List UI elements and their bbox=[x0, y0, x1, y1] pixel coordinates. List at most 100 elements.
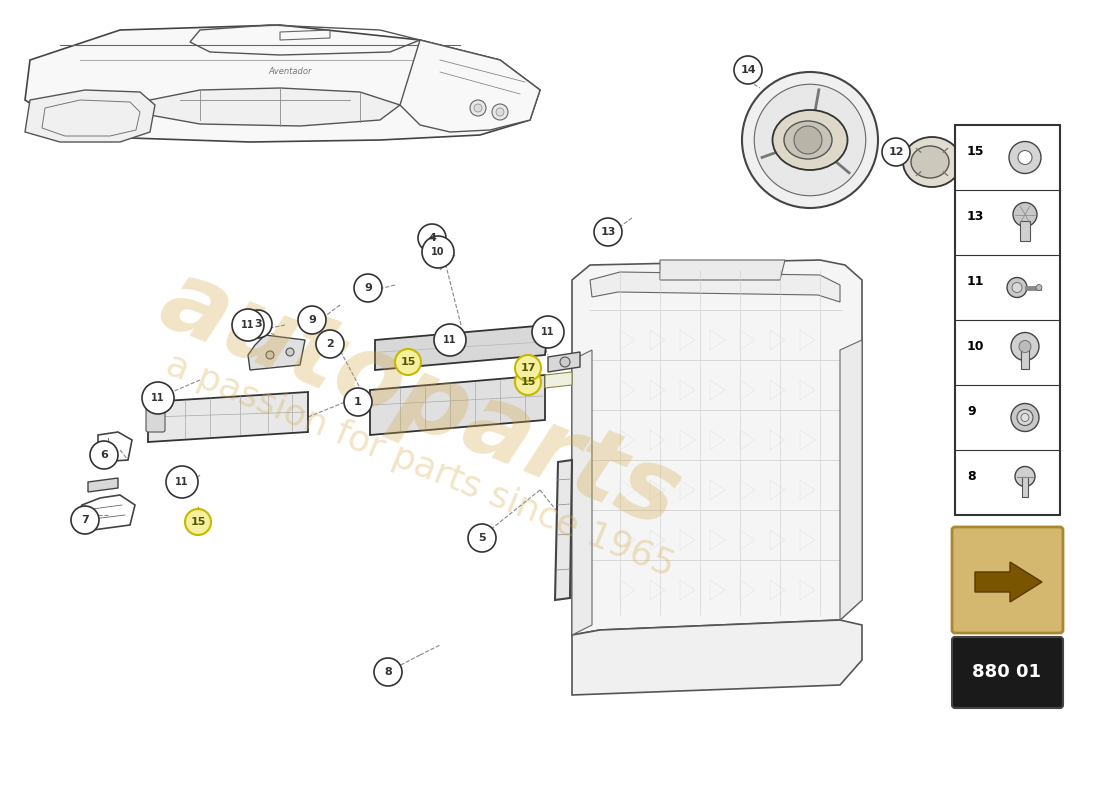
Circle shape bbox=[286, 348, 294, 356]
Circle shape bbox=[232, 309, 264, 341]
Circle shape bbox=[1011, 403, 1040, 431]
Circle shape bbox=[298, 306, 326, 334]
Text: 880 01: 880 01 bbox=[972, 663, 1042, 681]
Circle shape bbox=[515, 369, 541, 395]
Circle shape bbox=[1015, 466, 1035, 486]
Circle shape bbox=[434, 324, 466, 356]
Circle shape bbox=[794, 126, 822, 154]
Text: 2: 2 bbox=[326, 339, 334, 349]
Polygon shape bbox=[590, 272, 840, 302]
Text: autoparts: autoparts bbox=[146, 252, 694, 548]
Circle shape bbox=[185, 509, 211, 535]
Circle shape bbox=[1013, 202, 1037, 226]
Text: a passion for parts since 1965: a passion for parts since 1965 bbox=[161, 347, 679, 583]
Text: 9: 9 bbox=[364, 283, 372, 293]
Text: 10: 10 bbox=[431, 247, 444, 257]
Polygon shape bbox=[25, 90, 155, 142]
Circle shape bbox=[1036, 285, 1042, 290]
Ellipse shape bbox=[772, 110, 847, 170]
Circle shape bbox=[492, 104, 508, 120]
Text: 15: 15 bbox=[190, 517, 206, 527]
Text: 17: 17 bbox=[520, 363, 536, 373]
Circle shape bbox=[374, 658, 401, 686]
Polygon shape bbox=[148, 392, 308, 442]
FancyBboxPatch shape bbox=[1020, 221, 1030, 241]
Circle shape bbox=[418, 224, 446, 252]
FancyBboxPatch shape bbox=[955, 125, 1060, 515]
Circle shape bbox=[166, 466, 198, 498]
Polygon shape bbox=[975, 562, 1042, 602]
Circle shape bbox=[734, 56, 762, 84]
Text: 4: 4 bbox=[428, 233, 436, 243]
Polygon shape bbox=[548, 352, 580, 372]
FancyBboxPatch shape bbox=[1021, 346, 1028, 369]
Text: 11: 11 bbox=[967, 275, 984, 288]
Text: 13: 13 bbox=[601, 227, 616, 237]
Text: 15: 15 bbox=[967, 145, 984, 158]
Circle shape bbox=[90, 441, 118, 469]
Text: 11: 11 bbox=[443, 335, 456, 345]
Circle shape bbox=[1009, 142, 1041, 174]
Text: 14: 14 bbox=[740, 65, 756, 75]
Text: 3: 3 bbox=[254, 319, 262, 329]
Polygon shape bbox=[556, 460, 572, 600]
Circle shape bbox=[1021, 414, 1028, 422]
Circle shape bbox=[594, 218, 621, 246]
Ellipse shape bbox=[784, 121, 832, 159]
Circle shape bbox=[316, 330, 344, 358]
Polygon shape bbox=[400, 40, 540, 132]
Text: 8: 8 bbox=[384, 667, 392, 677]
Circle shape bbox=[1018, 410, 1033, 426]
Circle shape bbox=[344, 388, 372, 416]
Polygon shape bbox=[150, 88, 400, 126]
Circle shape bbox=[474, 104, 482, 112]
Circle shape bbox=[742, 72, 878, 208]
Polygon shape bbox=[660, 260, 785, 280]
Text: 11: 11 bbox=[175, 477, 189, 487]
Circle shape bbox=[1006, 278, 1027, 298]
Text: 9: 9 bbox=[967, 405, 976, 418]
Text: 11: 11 bbox=[241, 320, 255, 330]
Circle shape bbox=[532, 316, 564, 348]
Text: Aventador: Aventador bbox=[268, 67, 311, 77]
Polygon shape bbox=[572, 350, 592, 635]
Text: 13: 13 bbox=[967, 210, 984, 223]
Circle shape bbox=[1018, 150, 1032, 165]
Text: 11: 11 bbox=[541, 327, 554, 337]
Text: 9: 9 bbox=[308, 315, 316, 325]
Circle shape bbox=[1011, 333, 1040, 361]
Polygon shape bbox=[25, 25, 540, 142]
Polygon shape bbox=[572, 260, 862, 635]
Text: 10: 10 bbox=[967, 340, 984, 353]
Circle shape bbox=[496, 108, 504, 116]
FancyBboxPatch shape bbox=[146, 408, 165, 432]
Polygon shape bbox=[535, 322, 548, 340]
FancyBboxPatch shape bbox=[952, 527, 1063, 633]
Text: 1: 1 bbox=[354, 397, 362, 407]
Circle shape bbox=[244, 310, 272, 338]
Circle shape bbox=[882, 138, 910, 166]
Text: 15: 15 bbox=[520, 377, 536, 387]
Text: 15: 15 bbox=[400, 357, 416, 367]
Circle shape bbox=[354, 274, 382, 302]
Text: 11: 11 bbox=[152, 393, 165, 403]
Ellipse shape bbox=[903, 137, 961, 187]
Circle shape bbox=[1019, 341, 1031, 353]
Text: 7: 7 bbox=[81, 515, 89, 525]
Ellipse shape bbox=[911, 146, 949, 178]
Polygon shape bbox=[370, 375, 544, 435]
Circle shape bbox=[470, 100, 486, 116]
Text: 8: 8 bbox=[967, 470, 976, 483]
FancyBboxPatch shape bbox=[952, 637, 1063, 708]
Circle shape bbox=[395, 349, 421, 375]
Polygon shape bbox=[88, 478, 118, 492]
Circle shape bbox=[142, 382, 174, 414]
Circle shape bbox=[422, 236, 454, 268]
Polygon shape bbox=[572, 620, 862, 695]
FancyBboxPatch shape bbox=[1022, 477, 1028, 497]
Text: 12: 12 bbox=[889, 147, 904, 157]
Circle shape bbox=[560, 357, 570, 367]
Circle shape bbox=[468, 524, 496, 552]
Circle shape bbox=[266, 351, 274, 359]
Polygon shape bbox=[840, 340, 862, 620]
